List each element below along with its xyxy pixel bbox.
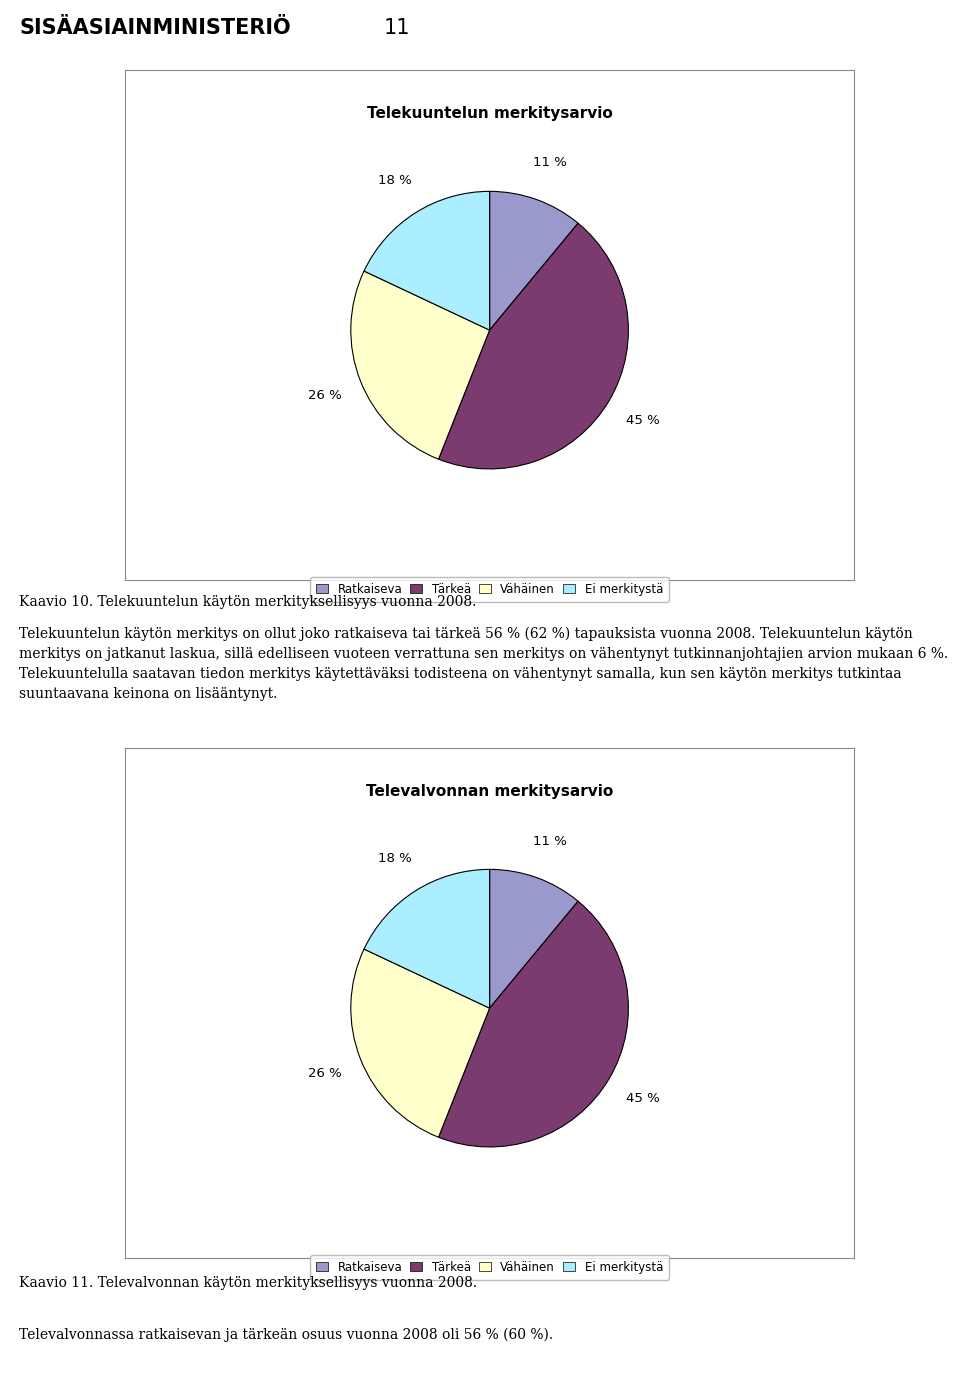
Wedge shape <box>364 870 490 1008</box>
Text: 45 %: 45 % <box>626 1092 660 1104</box>
Text: Telekuuntelun käytön merkitys on ollut joko ratkaiseva tai tärkeä 56 % (62 %) ta: Telekuuntelun käytön merkitys on ollut j… <box>19 626 948 700</box>
Wedge shape <box>439 902 629 1146</box>
Wedge shape <box>490 192 578 330</box>
Text: Telekuuntelun merkitysarvio: Telekuuntelun merkitysarvio <box>367 106 612 120</box>
Text: 11 %: 11 % <box>533 157 566 169</box>
Text: 26 %: 26 % <box>307 389 342 403</box>
Legend: Ratkaiseva, Tärkeä, Vähäinen, Ei merkitystä: Ratkaiseva, Tärkeä, Vähäinen, Ei merkity… <box>310 577 669 601</box>
Wedge shape <box>350 949 490 1137</box>
Text: Televalvonnassa ratkaisevan ja tärkeän osuus vuonna 2008 oli 56 % (60 %).: Televalvonnassa ratkaisevan ja tärkeän o… <box>19 1328 553 1342</box>
Text: 18 %: 18 % <box>377 851 411 865</box>
Text: Kaavio 11. Televalvonnan käytön merkityksellisyys vuonna 2008.: Kaavio 11. Televalvonnan käytön merkityk… <box>19 1275 477 1290</box>
Text: 26 %: 26 % <box>307 1067 342 1081</box>
Text: SISÄASIAINMINISTERIÖ: SISÄASIAINMINISTERIÖ <box>19 18 291 38</box>
Wedge shape <box>439 224 629 468</box>
Wedge shape <box>364 192 490 330</box>
Text: Kaavio 10. Telekuuntelun käytön merkityksellisyys vuonna 2008.: Kaavio 10. Telekuuntelun käytön merkityk… <box>19 594 476 610</box>
Wedge shape <box>350 271 490 459</box>
Legend: Ratkaiseva, Tärkeä, Vähäinen, Ei merkitystä: Ratkaiseva, Tärkeä, Vähäinen, Ei merkity… <box>310 1255 669 1279</box>
Text: 45 %: 45 % <box>626 414 660 426</box>
Text: 11: 11 <box>384 18 411 38</box>
Text: 18 %: 18 % <box>377 173 411 187</box>
Text: 11 %: 11 % <box>533 835 566 847</box>
Text: Televalvonnan merkitysarvio: Televalvonnan merkitysarvio <box>366 784 613 798</box>
Wedge shape <box>490 870 578 1008</box>
